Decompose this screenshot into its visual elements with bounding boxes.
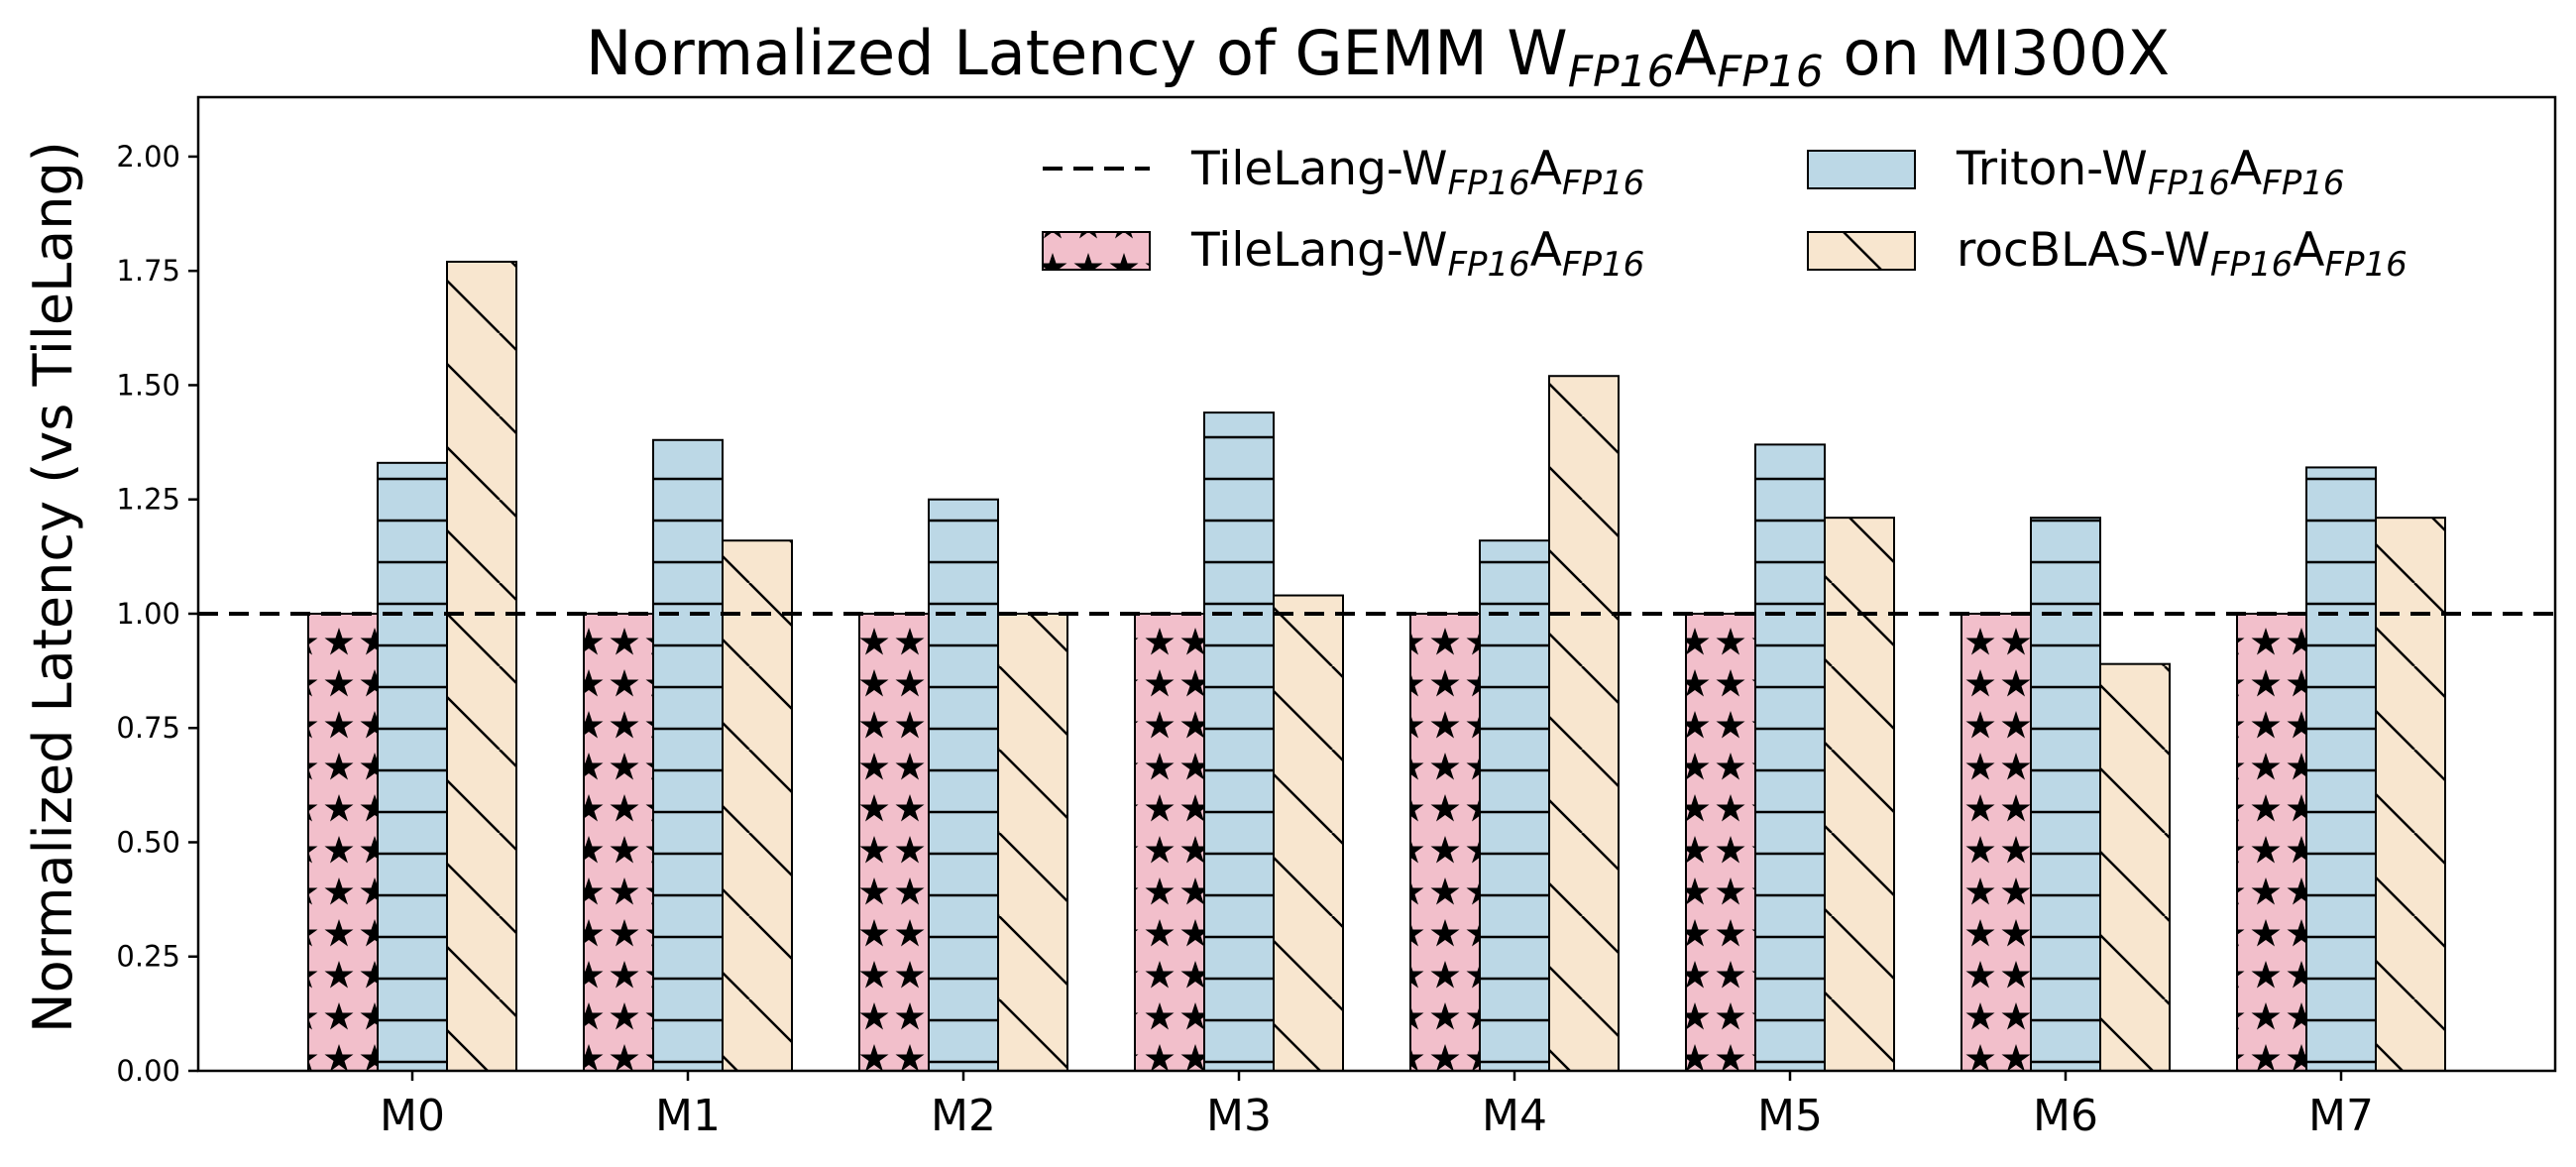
legend: TileLang-WFP16AFP16 TileLang-WFP16AFP16 … <box>1042 142 2408 285</box>
y-tick-label-7: 1.75 <box>116 254 180 288</box>
bar-diagonal-m6 <box>2099 662 2171 1072</box>
y-tick-label-0: 0.00 <box>116 1054 180 1088</box>
bar-stars-m2 <box>858 612 930 1073</box>
legend-label-rocblas: rocBLAS-WFP16AFP16 <box>1957 223 2408 285</box>
x-tick-label-0: M0 <box>380 1091 445 1141</box>
bar-stars-m1 <box>583 612 654 1073</box>
bar-diagonal-m5 <box>1824 517 1895 1072</box>
x-tick-label-3: M3 <box>1206 1091 1272 1141</box>
chart-title: Normalized Latency of GEMM WFP16AFP16 on… <box>586 17 2170 97</box>
bar-horizontal-m2 <box>928 498 999 1072</box>
legend-swatch-triton <box>1807 150 1916 189</box>
y-tick-label-5: 1.25 <box>116 483 180 517</box>
bar-diagonal-m2 <box>997 612 1068 1073</box>
bar-stars-m3 <box>1134 612 1205 1073</box>
y-axis-label: Normalized Latency (vs TileLang) <box>22 141 84 1033</box>
y-tick-label-4: 1.00 <box>116 597 180 631</box>
bar-diagonal-m0 <box>446 260 517 1073</box>
y-axis-ticks: 0.00 0.25 0.50 0.75 1.00 1.25 1.50 1.75 2.00 <box>116 140 198 1088</box>
legend-swatch-tilelang <box>1042 231 1151 271</box>
bars <box>307 260 2446 1073</box>
bar-horizontal-m1 <box>652 438 724 1072</box>
bar-stars-m0 <box>307 612 379 1073</box>
y-tick-label-8: 2.00 <box>116 140 180 174</box>
y-tick-label-2: 0.50 <box>116 825 180 859</box>
legend-item-reference: TileLang-WFP16AFP16 <box>1043 142 1644 203</box>
x-tick-label-7: M7 <box>2308 1091 2374 1141</box>
bar-horizontal-m7 <box>2305 466 2377 1072</box>
legend-item-rocblas: rocBLAS-WFP16AFP16 <box>1807 223 2408 285</box>
bar-stars-m6 <box>1960 612 2032 1073</box>
x-tick-label-1: M1 <box>655 1091 721 1141</box>
bar-horizontal-m3 <box>1203 411 1275 1072</box>
y-tick-label-1: 0.25 <box>116 940 180 974</box>
bar-horizontal-m0 <box>377 461 448 1072</box>
x-tick-label-6: M6 <box>2033 1091 2098 1141</box>
bar-diagonal-m7 <box>2375 517 2446 1072</box>
bar-horizontal-m4 <box>1479 539 1550 1072</box>
bar-stars-m4 <box>1409 612 1481 1073</box>
bar-horizontal-m5 <box>1754 443 1826 1073</box>
x-tick-label-2: M2 <box>931 1091 996 1141</box>
bar-stars-m5 <box>1685 612 1756 1073</box>
legend-item-triton: Triton-WFP16AFP16 <box>1807 142 2345 203</box>
x-tick-label-5: M5 <box>1757 1091 1823 1141</box>
legend-label-tilelang: TileLang-WFP16AFP16 <box>1190 223 1644 285</box>
y-tick-label-3: 0.75 <box>116 711 180 745</box>
legend-label-reference: TileLang-WFP16AFP16 <box>1190 142 1644 203</box>
legend-label-triton: Triton-WFP16AFP16 <box>1956 142 2345 203</box>
bar-diagonal-m1 <box>722 539 793 1072</box>
bar-diagonal-m3 <box>1273 594 1344 1072</box>
x-tick-label-4: M4 <box>1482 1091 1547 1141</box>
plot-frame <box>196 95 2557 1073</box>
y-tick-label-6: 1.50 <box>116 368 180 402</box>
bar-diagonal-m4 <box>1548 375 1620 1072</box>
bar-stars-m7 <box>2236 612 2307 1073</box>
bar-horizontal-m6 <box>2030 517 2101 1072</box>
legend-item-tilelang: TileLang-WFP16AFP16 <box>1042 223 1644 285</box>
x-axis-ticks: M0 M1 M2 M3 M4 M5 M6 M7 <box>380 1071 2374 1141</box>
legend-swatch-rocblas-hatch <box>1843 231 1882 271</box>
